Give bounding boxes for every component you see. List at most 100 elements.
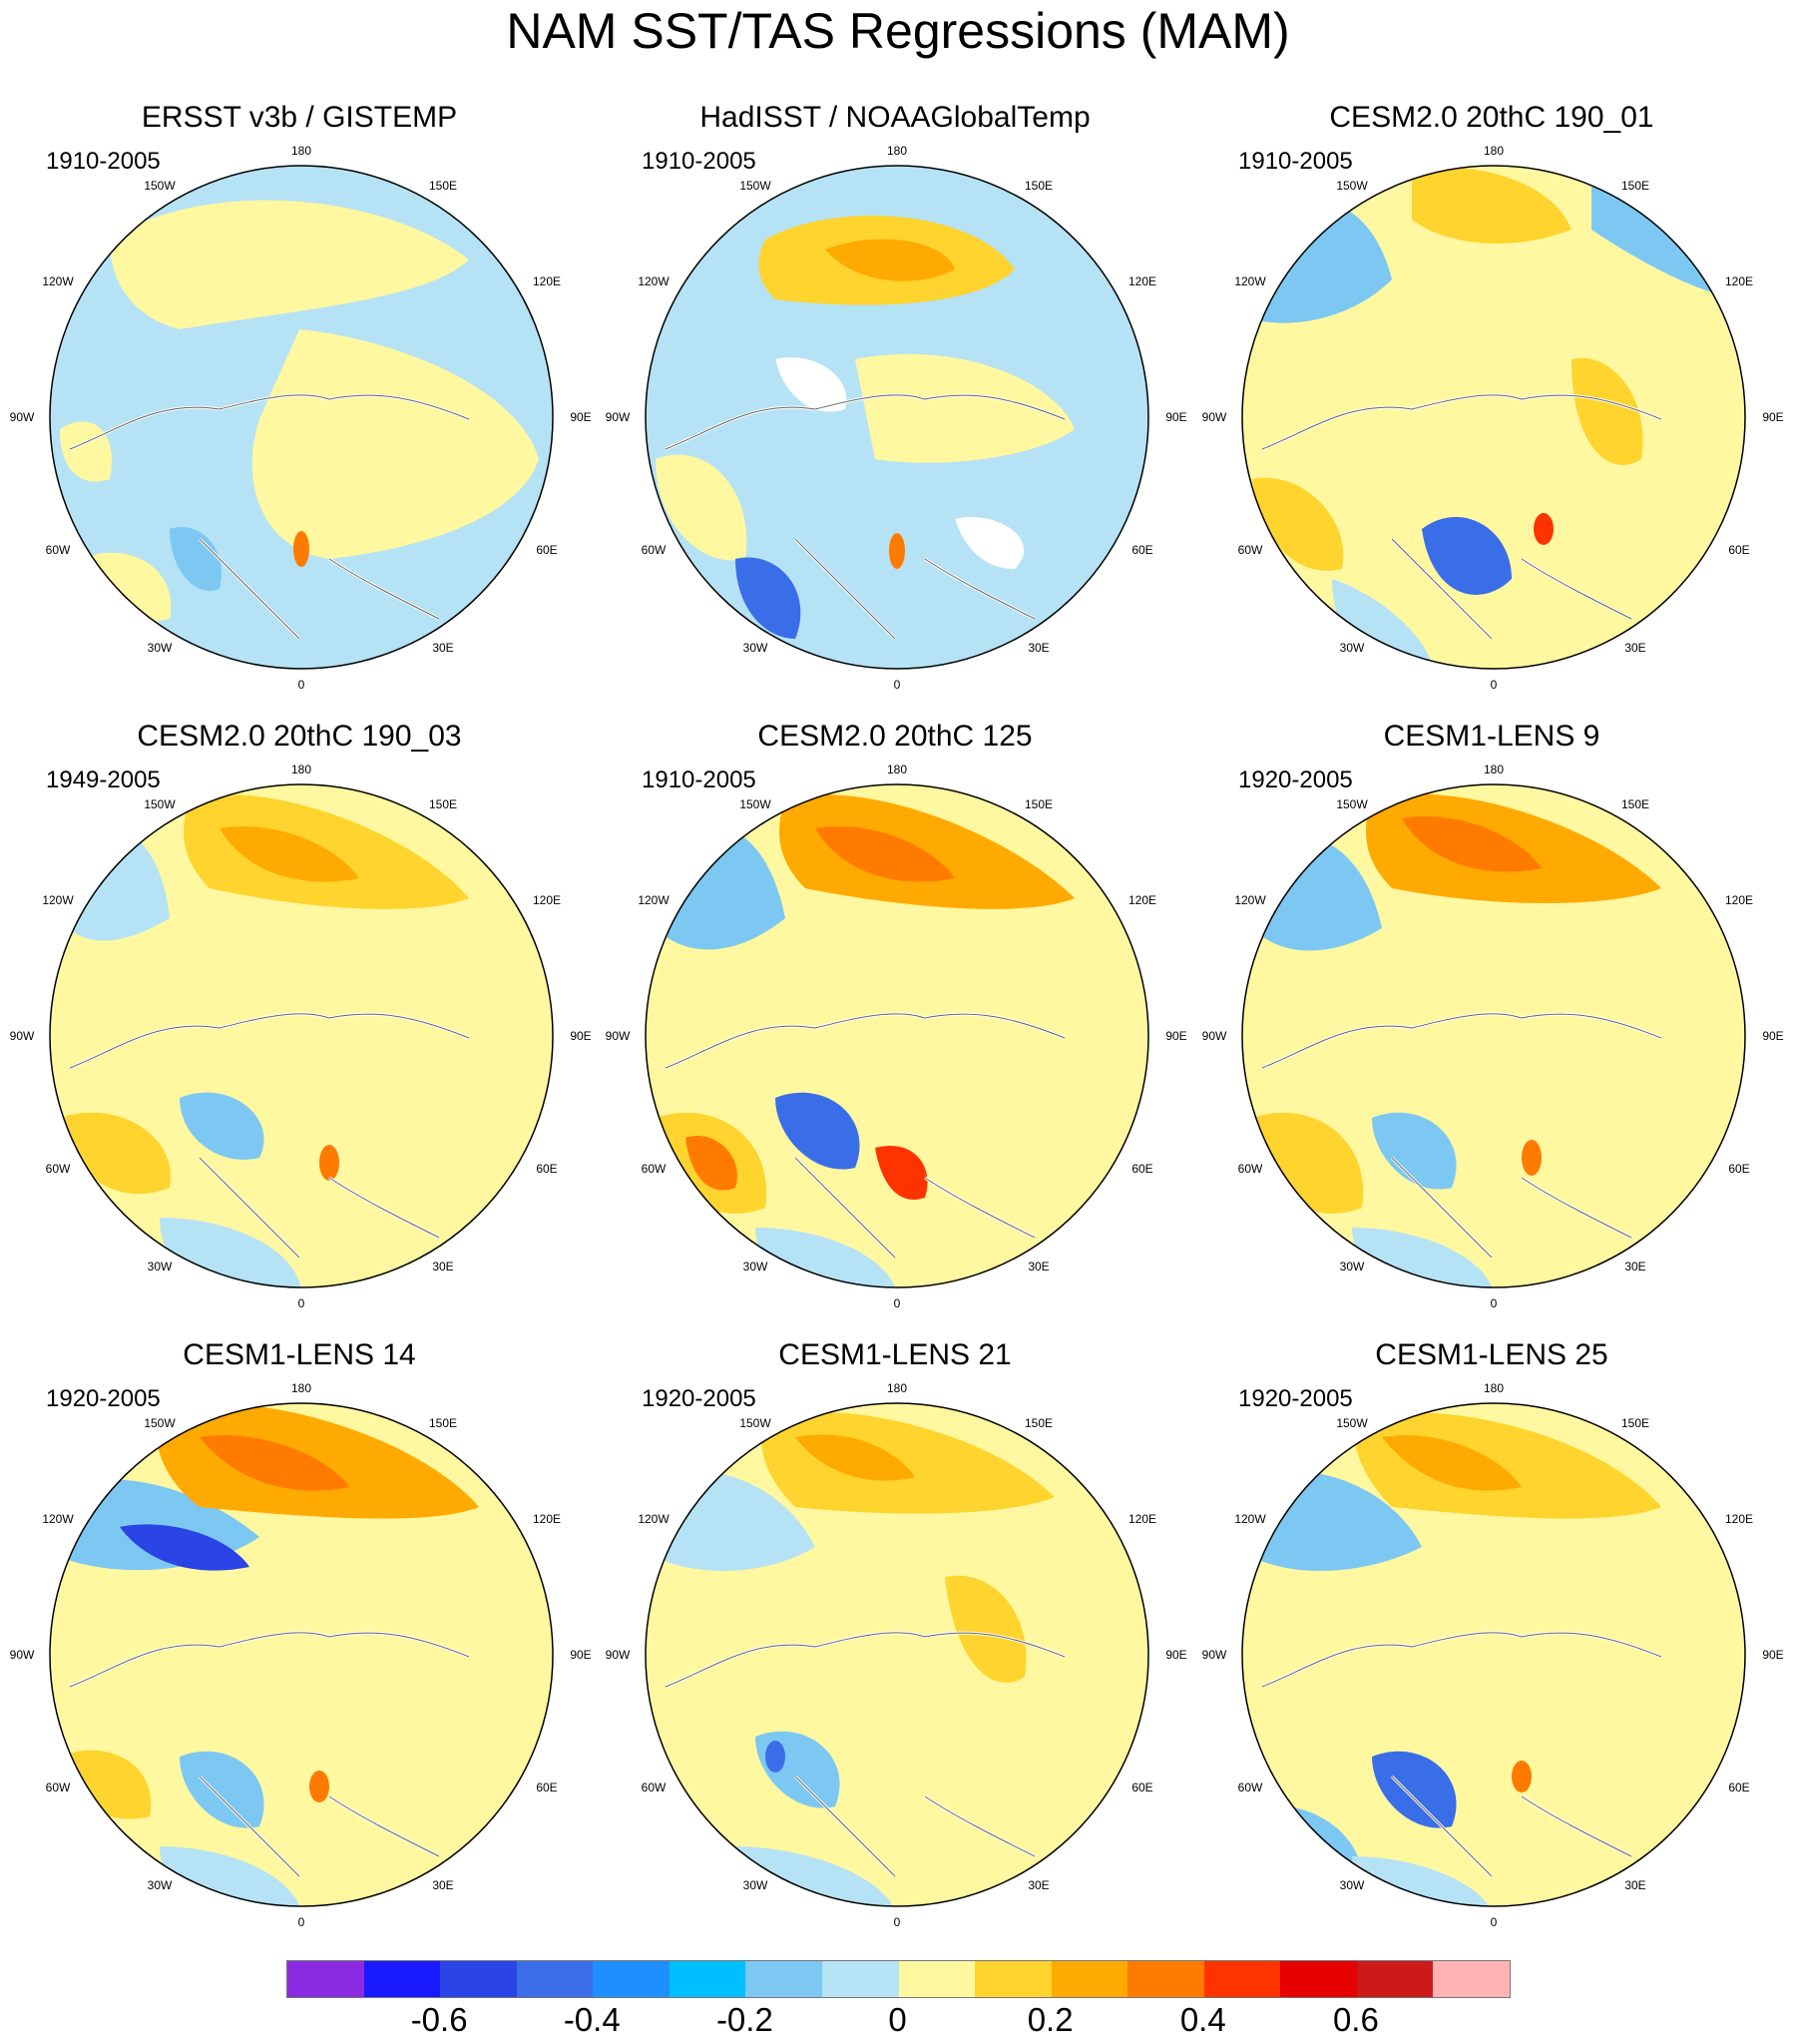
lon-label-0: 0 xyxy=(298,1296,305,1310)
coastlines-outline xyxy=(69,1013,470,1259)
lon-label-90w: 90W xyxy=(1202,1648,1227,1662)
map-panel-cesm2-190-01: CESM2.0 20thC 190_01 1910-2005 180 xyxy=(1192,100,1791,719)
lon-label-150w: 150W xyxy=(1336,179,1368,193)
figure-title: NAM SST/TAS Regressions (MAM) xyxy=(506,3,1290,59)
colorbar-swatch xyxy=(1051,1961,1128,1997)
colorbar-swatch xyxy=(593,1961,670,1997)
lon-label-150e: 150E xyxy=(429,1416,457,1430)
lon-label-30w: 30W xyxy=(1340,1878,1365,1892)
lon-label-180: 180 xyxy=(887,763,907,776)
period-label: 1920-2005 xyxy=(1238,1385,1353,1412)
lon-label-30w: 30W xyxy=(1340,1260,1365,1274)
lon-label-30w: 30W xyxy=(743,641,768,655)
lon-label-180: 180 xyxy=(291,144,311,158)
lon-label-120w: 120W xyxy=(42,893,74,907)
longitude-labels: 180 0 150W 150E 120W 120E 90W 90E 60W 60… xyxy=(1202,763,1784,1310)
lon-label-150w: 150W xyxy=(144,179,176,193)
lon-label-180: 180 xyxy=(291,1381,311,1395)
coastlines-outline xyxy=(665,1013,1066,1259)
lon-label-30w: 30W xyxy=(148,1260,173,1274)
colorbar-swatch xyxy=(821,1961,899,1997)
lon-label-150e: 150E xyxy=(1025,1416,1053,1430)
lon-label-0: 0 xyxy=(298,678,305,692)
lon-label-60e: 60E xyxy=(536,1781,557,1794)
colorbar-swatch xyxy=(1433,1961,1510,1997)
lon-label-30e: 30E xyxy=(1624,641,1645,655)
coastlines-outline xyxy=(665,394,1066,640)
lon-label-150w: 150W xyxy=(144,797,176,811)
lon-label-0: 0 xyxy=(894,1915,901,1929)
lon-label-90e: 90E xyxy=(1165,1029,1186,1043)
coastlines-outline xyxy=(69,1632,470,1877)
colorbar-swatch xyxy=(975,1961,1052,1997)
lon-label-0: 0 xyxy=(1491,1915,1498,1929)
panel-title: CESM2.0 20thC 125 xyxy=(757,720,1033,753)
coastlines-outline xyxy=(1261,1013,1662,1259)
period-label: 1949-2005 xyxy=(46,766,161,793)
lon-label-150e: 150E xyxy=(429,179,457,193)
colorbar-label: -0.4 xyxy=(563,2001,621,2038)
polar-map: 180 0 150W 150E 120W 120E 90W 90E 60W 60… xyxy=(10,1381,592,1929)
lon-label-90e: 90E xyxy=(1165,410,1186,424)
lon-label-120w: 120W xyxy=(638,274,670,288)
lon-label-60w: 60W xyxy=(642,1781,667,1794)
period-label: 1920-2005 xyxy=(642,1385,756,1412)
period-label: 1910-2005 xyxy=(642,148,756,175)
panel-title: CESM1-LENS 25 xyxy=(1375,1338,1608,1371)
lon-label-0: 0 xyxy=(1491,678,1498,692)
lon-label-120w: 120W xyxy=(42,274,74,288)
lon-label-60w: 60W xyxy=(1238,543,1263,557)
map-panel-ersst-gistemp: ERSST v3b / GISTEMP 1910-2005 180 0 xyxy=(0,100,599,719)
lon-label-90w: 90W xyxy=(1202,1029,1227,1043)
colorbar-swatch xyxy=(363,1961,441,1997)
colorbar-swatch xyxy=(669,1961,746,1997)
lon-label-60e: 60E xyxy=(1728,1162,1749,1176)
lon-label-60e: 60E xyxy=(1131,1162,1152,1176)
lon-label-30w: 30W xyxy=(148,641,173,655)
period-label: 1910-2005 xyxy=(1238,148,1353,175)
lon-label-150e: 150E xyxy=(1025,797,1053,811)
map-panel-cesm1-lens-9: CESM1-LENS 9 1920-2005 180 0 150W xyxy=(1192,719,1791,1337)
lon-label-120e: 120E xyxy=(1128,274,1156,288)
lon-label-120w: 120W xyxy=(1234,893,1266,907)
lon-label-60e: 60E xyxy=(1131,1781,1152,1794)
temperature-field xyxy=(50,166,553,669)
lon-label-60w: 60W xyxy=(1238,1162,1263,1176)
lon-label-60w: 60W xyxy=(46,1781,71,1794)
lon-label-60e: 60E xyxy=(536,543,557,557)
colorbar xyxy=(286,1960,1511,1998)
lon-label-60w: 60W xyxy=(1238,1781,1263,1794)
polar-map: 180 0 150W 150E 120W 120E 90W 90E 60W 60… xyxy=(606,763,1187,1310)
map-panel-cesm2-190-03: CESM2.0 20thC 190_03 1949-2005 180 0 xyxy=(0,719,599,1337)
longitude-labels: 180 0 150W 150E 120W 120E 90W 90E 60W 60… xyxy=(606,144,1187,692)
lon-label-30e: 30E xyxy=(432,1878,453,1892)
lon-label-60e: 60E xyxy=(536,1162,557,1176)
lon-label-60e: 60E xyxy=(1728,543,1749,557)
colorbar-swatch xyxy=(1356,1961,1434,1997)
lon-label-90w: 90W xyxy=(10,410,35,424)
lon-label-30w: 30W xyxy=(743,1878,768,1892)
coastlines-outline xyxy=(665,1632,1066,1877)
lon-label-90e: 90E xyxy=(570,1648,591,1662)
lon-label-60w: 60W xyxy=(642,1162,667,1176)
lon-label-120e: 120E xyxy=(1725,1512,1753,1526)
lon-label-180: 180 xyxy=(1484,144,1504,158)
coastlines-outline xyxy=(1261,394,1662,640)
lon-label-150w: 150W xyxy=(739,1416,771,1430)
polar-map: 180 0 150W 150E 120W 120E 90W 90E 60W 60… xyxy=(1202,763,1784,1310)
coastlines-outline xyxy=(1261,1632,1662,1877)
colorbar-swatch xyxy=(745,1961,822,1997)
panel-title: ERSST v3b / GISTEMP xyxy=(141,101,458,134)
polar-map: 180 0 150W 150E 120W 120E 90W 90E 60W 60… xyxy=(606,144,1187,692)
lon-label-0: 0 xyxy=(1491,1296,1498,1310)
lon-label-120w: 120W xyxy=(638,893,670,907)
lon-label-90w: 90W xyxy=(10,1648,35,1662)
longitude-labels: 180 0 150W 150E 120W 120E 90W 90E 60W 60… xyxy=(10,1381,592,1929)
lon-label-30w: 30W xyxy=(1340,641,1365,655)
polar-map: 180 0 150W 150E 120W 120E 90W 90E 60W 60… xyxy=(10,144,592,692)
lon-label-60e: 60E xyxy=(1728,1781,1749,1794)
lon-label-90w: 90W xyxy=(606,1648,631,1662)
lon-label-60w: 60W xyxy=(46,1162,71,1176)
period-label: 1920-2005 xyxy=(46,1385,161,1412)
lon-label-120e: 120E xyxy=(1128,893,1156,907)
